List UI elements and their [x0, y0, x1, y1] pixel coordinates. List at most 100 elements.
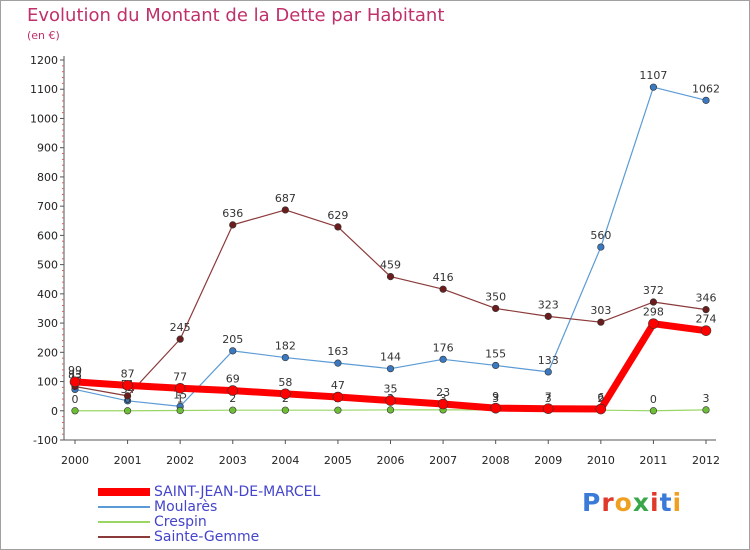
logo-letter: o: [614, 488, 633, 517]
data-label: 0: [72, 393, 79, 406]
y-tick-label: 1100: [30, 83, 58, 96]
data-label: 77: [173, 370, 187, 383]
data-point: [334, 223, 342, 231]
data-label: 3: [440, 392, 447, 405]
data-label: 687: [275, 192, 296, 205]
data-label: 298: [643, 306, 664, 319]
y-tick-label: 1000: [30, 112, 58, 125]
data-label: 6: [597, 391, 604, 404]
data-label: 205: [222, 333, 243, 346]
chart-subtitle: (en €): [27, 29, 60, 42]
y-tick-label: 700: [37, 200, 58, 213]
x-tick-label: 2011: [639, 454, 667, 467]
data-point: [229, 347, 237, 355]
legend-swatch: [98, 505, 150, 508]
data-point: [439, 355, 447, 363]
data-label: 182: [275, 340, 296, 353]
data-label: 245: [170, 321, 191, 334]
data-label: 636: [222, 207, 243, 220]
logo-letter: x: [632, 488, 650, 517]
chart-title: Evolution du Montant de la Dette par Hab…: [27, 5, 445, 26]
data-point: [227, 385, 239, 396]
data-label: 69: [226, 373, 240, 386]
data-point: [597, 243, 605, 251]
data-point: [334, 359, 342, 367]
y-tick-label: 400: [37, 288, 58, 301]
data-label: 144: [380, 351, 401, 364]
data-point: [648, 318, 659, 329]
data-point: [385, 395, 396, 406]
data-label: 350: [485, 290, 506, 303]
data-label: 2: [597, 392, 604, 405]
data-point: [437, 398, 449, 410]
data-point: [702, 406, 710, 414]
y-tick-label: 300: [37, 317, 58, 330]
y-tick-label: -100: [33, 434, 58, 447]
data-point: [439, 285, 447, 293]
x-tick-label: 2004: [271, 454, 299, 467]
legend: SAINT-JEAN-DE-MARCEL Moularès Crespin Sa…: [98, 483, 321, 545]
data-label: 629: [327, 209, 348, 222]
data-point: [174, 382, 186, 394]
data-point: [280, 388, 291, 400]
data-point: [702, 306, 710, 314]
data-point: [229, 406, 237, 414]
legend-swatch: [98, 487, 150, 496]
data-point: [281, 406, 289, 414]
data-point: [386, 365, 395, 373]
data-label: 163: [327, 345, 348, 358]
data-label: 416: [433, 271, 454, 284]
data-point: [649, 298, 658, 306]
data-label: 3: [703, 392, 710, 405]
data-label: 35: [384, 383, 398, 396]
legend-label: Crespin: [154, 513, 207, 530]
x-tick-label: 2003: [219, 454, 247, 467]
x-tick-label: 2008: [482, 454, 510, 467]
data-point: [334, 406, 342, 414]
logo-letter: t: [659, 488, 673, 517]
data-label: 3: [492, 392, 499, 405]
data-label: 2: [229, 392, 236, 405]
legend-label: Sainte-Gemme: [154, 528, 260, 545]
data-label: 274: [696, 313, 717, 326]
x-tick-label: 2012: [692, 454, 720, 467]
data-label: 58: [278, 376, 292, 389]
legend-item: Crespin: [98, 513, 320, 530]
data-point: [229, 221, 237, 229]
data-point: [492, 304, 500, 313]
x-tick-label: 2001: [114, 454, 142, 467]
y-tick-label: 200: [37, 346, 58, 359]
data-label: 133: [538, 354, 559, 367]
logo-letter: r: [601, 488, 615, 517]
logo-letter: i: [650, 488, 660, 517]
legend-swatch: [98, 535, 150, 538]
data-point: [492, 361, 500, 370]
data-label: 459: [380, 259, 401, 272]
data-point: [490, 402, 501, 414]
data-label: 3: [545, 392, 552, 405]
data-label: 0: [650, 393, 657, 406]
legend-label: SAINT-JEAN-DE-MARCEL: [154, 483, 321, 500]
data-label: 99: [68, 364, 82, 377]
x-tick-label: 2009: [534, 454, 562, 467]
data-label: 7: [545, 391, 552, 404]
data-point: [542, 403, 554, 415]
data-label: 323: [538, 298, 559, 311]
logo-letter: P: [582, 488, 602, 517]
data-label: 47: [331, 379, 345, 392]
data-point: [386, 406, 395, 414]
data-label: 155: [485, 347, 506, 360]
x-tick-label: 2005: [324, 454, 352, 467]
y-tick-label: 900: [37, 142, 58, 155]
data-point: [544, 312, 552, 320]
data-point: [649, 83, 658, 91]
data-label: 87: [121, 367, 135, 380]
legend-item: Moularès: [98, 499, 320, 515]
data-label: 1062: [692, 82, 720, 95]
data-label: 372: [643, 284, 664, 297]
data-point: [122, 380, 133, 391]
data-label: 560: [590, 229, 611, 242]
y-tick-label: 800: [37, 171, 58, 184]
